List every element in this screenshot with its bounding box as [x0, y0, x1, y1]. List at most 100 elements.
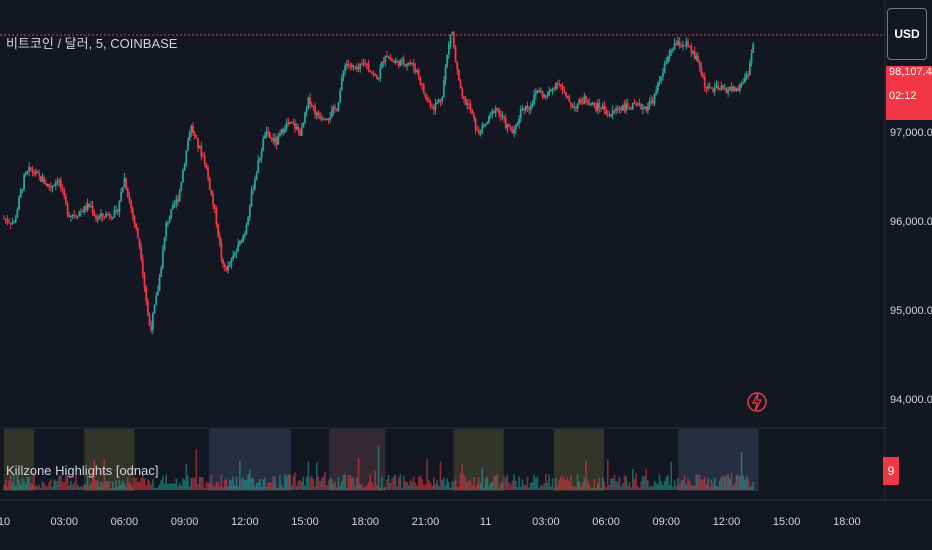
candle-body: [471, 110, 474, 115]
indicator-label[interactable]: Killzone Highlights [odnac]: [6, 463, 159, 478]
volume-bar: [596, 483, 599, 490]
candle-body: [240, 240, 243, 243]
candle-body: [58, 180, 61, 183]
candle-body: [235, 251, 238, 254]
candle-body: [479, 133, 482, 135]
volume-bar: [376, 485, 378, 490]
volume-bar: [367, 482, 370, 490]
volume-bar: [115, 480, 117, 490]
candle-body: [683, 45, 686, 47]
candle-body: [46, 183, 49, 186]
volume-bar: [498, 487, 500, 490]
candle-body: [396, 60, 398, 62]
candle-body: [274, 137, 276, 142]
candle-body: [314, 106, 316, 115]
volume-bar: [685, 484, 688, 490]
volume-bar: [453, 480, 455, 490]
candle-body: [285, 123, 288, 129]
candle-body: [570, 102, 572, 106]
volume-bar: [130, 484, 132, 490]
candle-body: [292, 122, 295, 124]
symbol-title[interactable]: 비트코인 / 달러, 5, COINBASE: [6, 36, 178, 51]
volume-bar: [4, 479, 7, 490]
candle-body: [252, 189, 255, 191]
candle-body: [539, 90, 542, 93]
volume-bar: [297, 481, 300, 490]
candle-body: [248, 206, 251, 218]
candle-body: [277, 136, 280, 145]
volume-bar: [50, 479, 52, 490]
volume-bar: [508, 482, 510, 490]
volume-bar: [737, 474, 739, 490]
volume-bar: [652, 486, 654, 490]
candle-body: [188, 132, 191, 141]
volume-bar: [494, 475, 497, 490]
volume-bar: [46, 486, 49, 490]
candle-body: [86, 203, 89, 210]
candle-body: [178, 190, 181, 202]
volume-bar: [88, 486, 91, 490]
candle-body: [750, 53, 753, 64]
volume-bar: [422, 484, 425, 490]
volume-bar: [632, 468, 634, 490]
volume-bar: [233, 485, 236, 490]
volume-bar: [387, 474, 390, 490]
candle-body: [61, 187, 64, 190]
volume-bar: [454, 479, 457, 490]
candle-body: [603, 105, 606, 111]
lightning-bolt-icon[interactable]: [746, 382, 768, 422]
candle-body: [95, 215, 97, 220]
volume-bar: [121, 481, 124, 490]
candle-body: [625, 103, 628, 111]
volume-bar: [369, 474, 372, 490]
candle-body: [511, 130, 514, 134]
volume-bar: [356, 477, 358, 490]
volume-bar: [260, 486, 263, 490]
candle-body: [183, 163, 186, 171]
candle-body: [595, 106, 597, 111]
volume-bar: [670, 461, 673, 490]
candle-body: [720, 85, 723, 89]
volume-bar: [173, 483, 176, 490]
candle-body: [280, 128, 283, 134]
candle-body: [454, 46, 457, 63]
volume-bar: [441, 479, 443, 490]
volume-bar: [561, 476, 564, 490]
volume-bar: [394, 474, 397, 490]
candle-body: [98, 216, 101, 219]
candle-body: [655, 90, 658, 95]
volume-bar: [249, 469, 251, 490]
currency-button[interactable]: USD: [887, 8, 927, 60]
volume-bar: [643, 476, 646, 490]
volume-bar: [14, 485, 17, 490]
candle-body: [106, 213, 109, 215]
volume-bar: [327, 480, 330, 490]
volume-bar: [361, 483, 363, 490]
candle-body: [218, 235, 221, 244]
candle-body: [140, 246, 143, 260]
volume-bar: [538, 487, 540, 490]
volume-bar: [250, 478, 253, 490]
volume-bar: [424, 484, 427, 490]
volume-bar: [304, 485, 306, 490]
volume-bar: [692, 486, 694, 490]
candle-body: [392, 61, 395, 63]
candle-body: [499, 113, 502, 117]
candle-body: [48, 183, 51, 188]
volume-bar: [734, 482, 736, 490]
volume-bar: [591, 487, 594, 490]
candle-body: [611, 110, 614, 115]
volume-bar: [406, 482, 408, 490]
price-tick-label: 96,000.00: [890, 215, 932, 228]
candle-body: [342, 71, 345, 78]
volume-bar: [140, 478, 142, 490]
time-tick-label: 18:00: [351, 516, 379, 528]
candle-body: [59, 180, 62, 188]
volume-bar: [280, 485, 283, 490]
candle-body: [705, 86, 708, 89]
volume-bar: [744, 479, 746, 490]
candle-body: [367, 64, 370, 71]
candle-body: [496, 108, 499, 110]
volume-bar: [715, 485, 718, 490]
